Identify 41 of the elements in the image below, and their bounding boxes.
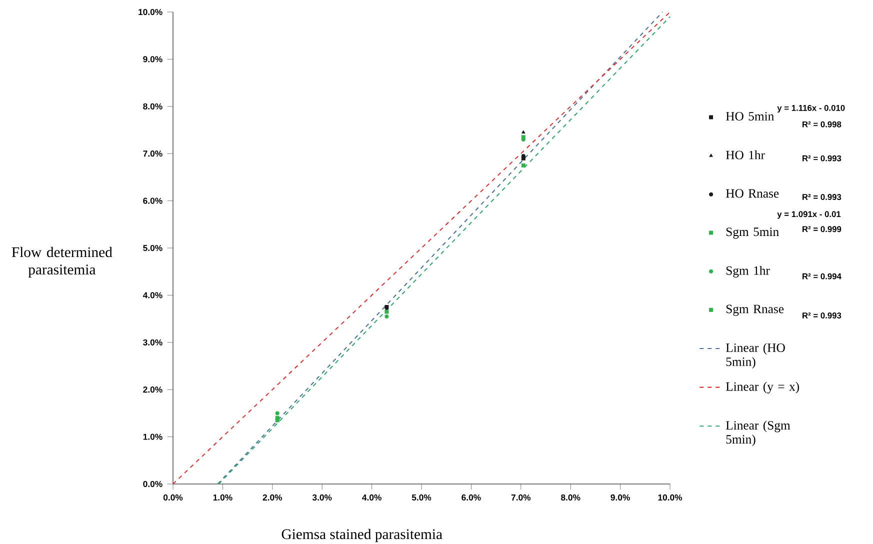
x-tick-label: 3.0% (312, 494, 332, 501)
y-tick-label: 1.0% (143, 434, 162, 440)
x-tick-label: 4.0% (362, 494, 382, 501)
text: R² = 0.993 (802, 312, 842, 318)
x-tick-label: 1.0% (213, 494, 232, 501)
x-tick-label: 0.0% (163, 494, 183, 501)
legend-label: Sgm 5min (726, 228, 779, 239)
x-tick-label: 7.0% (511, 494, 531, 501)
y-axis-title: Flow determined parasitemia (12, 246, 112, 278)
legend-label: HO Rnase (726, 189, 779, 198)
y-tick-label: 9.0% (143, 56, 162, 62)
y-tick-label: 3.0% (143, 339, 162, 346)
legend-label: Sgm Rnase (726, 304, 784, 316)
text: R² = 0.999 (802, 226, 842, 232)
legend-label: HO 1hr (726, 150, 765, 160)
x-tick-label: 9.0% (610, 494, 630, 501)
text: R² = 0.994 (802, 273, 842, 280)
y-tick-label: 5.0% (143, 244, 162, 252)
y-tick-label: 7.0% (143, 150, 162, 157)
legend-label: Linear (Sgm 5min) (726, 420, 790, 446)
x-tick-label: 5.0% (412, 494, 432, 501)
x-axis-title: Giemsa stained parasitemia (282, 528, 442, 542)
legend-label: HO 5min (726, 112, 774, 121)
text: R² = 0.993 (802, 155, 842, 162)
x-tick-label: 10.0% (658, 494, 682, 501)
y-tick-label: 2.0% (143, 386, 162, 393)
y-tick-label: 4.0% (142, 292, 162, 298)
legend-label: Linear (y = x) (726, 382, 800, 394)
legend-label: Linear (HO 5min) (726, 343, 785, 369)
text: R² = 0.993 (802, 194, 842, 200)
x-tick-label: 8.0% (561, 494, 580, 501)
x-tick-label: 6.0% (462, 494, 481, 501)
x-tick-label: 2.0% (262, 494, 282, 501)
y-tick-label: 10.0% (138, 8, 162, 16)
text: R² = 0.998 (802, 121, 842, 128)
text: y = 1.091x - 0.01 (777, 211, 841, 219)
text: y = 1.116x - 0.010 (777, 104, 845, 113)
y-tick-label: 0.0% (143, 480, 162, 488)
y-tick-label: 8.0% (143, 103, 162, 110)
legend-label: Sgm 1hr (726, 266, 770, 278)
y-tick-label: 6.0% (143, 198, 162, 204)
